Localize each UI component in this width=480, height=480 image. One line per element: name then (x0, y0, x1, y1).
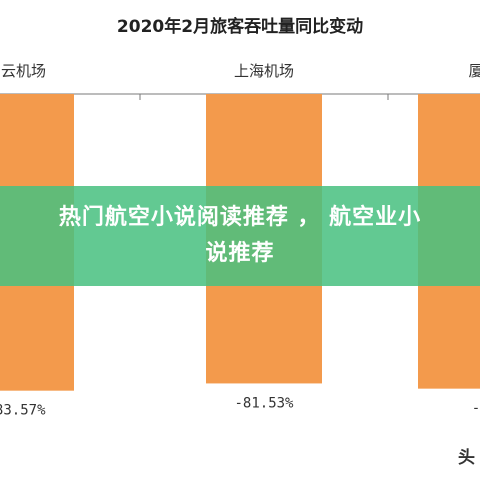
category-label: 上海机场 (234, 62, 294, 80)
category-label: 白云机场 (0, 62, 46, 80)
watermark-text: 头 (458, 448, 475, 468)
value-labels-group: -83.57% -81.53% - (0, 395, 480, 418)
value-label: -81.53% (234, 395, 294, 411)
category-labels-group: 白云机场 上海机场 厦 (0, 62, 480, 80)
value-label: -83.57% (0, 403, 46, 419)
category-label: 厦 (468, 62, 480, 80)
article-banner[interactable]: 热门航空小说阅读推荐 ， 航空业小说推荐 (0, 186, 480, 286)
value-label: - (472, 401, 480, 417)
ticks-group (139, 94, 389, 100)
banner-title[interactable]: 热门航空小说阅读推荐 ， 航空业小说推荐 (58, 205, 422, 266)
chart-title: 2020年2月旅客吞吐量同比变动 (117, 16, 363, 37)
